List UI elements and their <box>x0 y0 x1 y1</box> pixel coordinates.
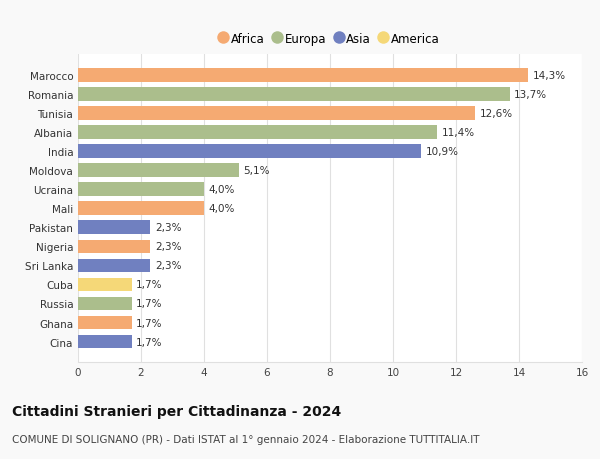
Bar <box>78 240 151 254</box>
Bar <box>78 259 151 273</box>
Bar <box>78 69 529 83</box>
Legend: Africa, Europa, Asia, America: Africa, Europa, Asia, America <box>218 30 442 48</box>
Text: COMUNE DI SOLIGNANO (PR) - Dati ISTAT al 1° gennaio 2024 - Elaborazione TUTTITAL: COMUNE DI SOLIGNANO (PR) - Dati ISTAT al… <box>12 434 479 444</box>
Text: 14,3%: 14,3% <box>533 71 566 81</box>
Bar <box>78 316 131 330</box>
Text: 12,6%: 12,6% <box>479 109 513 119</box>
Bar <box>78 145 421 159</box>
Text: 2,3%: 2,3% <box>155 223 182 233</box>
Bar <box>78 221 151 235</box>
Bar <box>78 297 131 311</box>
Bar <box>78 164 239 178</box>
Text: 1,7%: 1,7% <box>136 318 163 328</box>
Text: 4,0%: 4,0% <box>209 185 235 195</box>
Text: 1,7%: 1,7% <box>136 337 163 347</box>
Bar <box>78 88 509 102</box>
Bar <box>78 107 475 121</box>
Text: 13,7%: 13,7% <box>514 90 547 100</box>
Text: 4,0%: 4,0% <box>209 204 235 214</box>
Text: 2,3%: 2,3% <box>155 261 182 271</box>
Bar <box>78 335 131 349</box>
Text: 2,3%: 2,3% <box>155 242 182 252</box>
Bar <box>78 183 204 197</box>
Text: Cittadini Stranieri per Cittadinanza - 2024: Cittadini Stranieri per Cittadinanza - 2… <box>12 404 341 418</box>
Text: 1,7%: 1,7% <box>136 280 163 290</box>
Text: 11,4%: 11,4% <box>442 128 475 138</box>
Bar <box>78 202 204 216</box>
Bar <box>78 278 131 291</box>
Text: 5,1%: 5,1% <box>244 166 270 176</box>
Text: 1,7%: 1,7% <box>136 299 163 309</box>
Bar <box>78 126 437 140</box>
Text: 10,9%: 10,9% <box>426 147 459 157</box>
